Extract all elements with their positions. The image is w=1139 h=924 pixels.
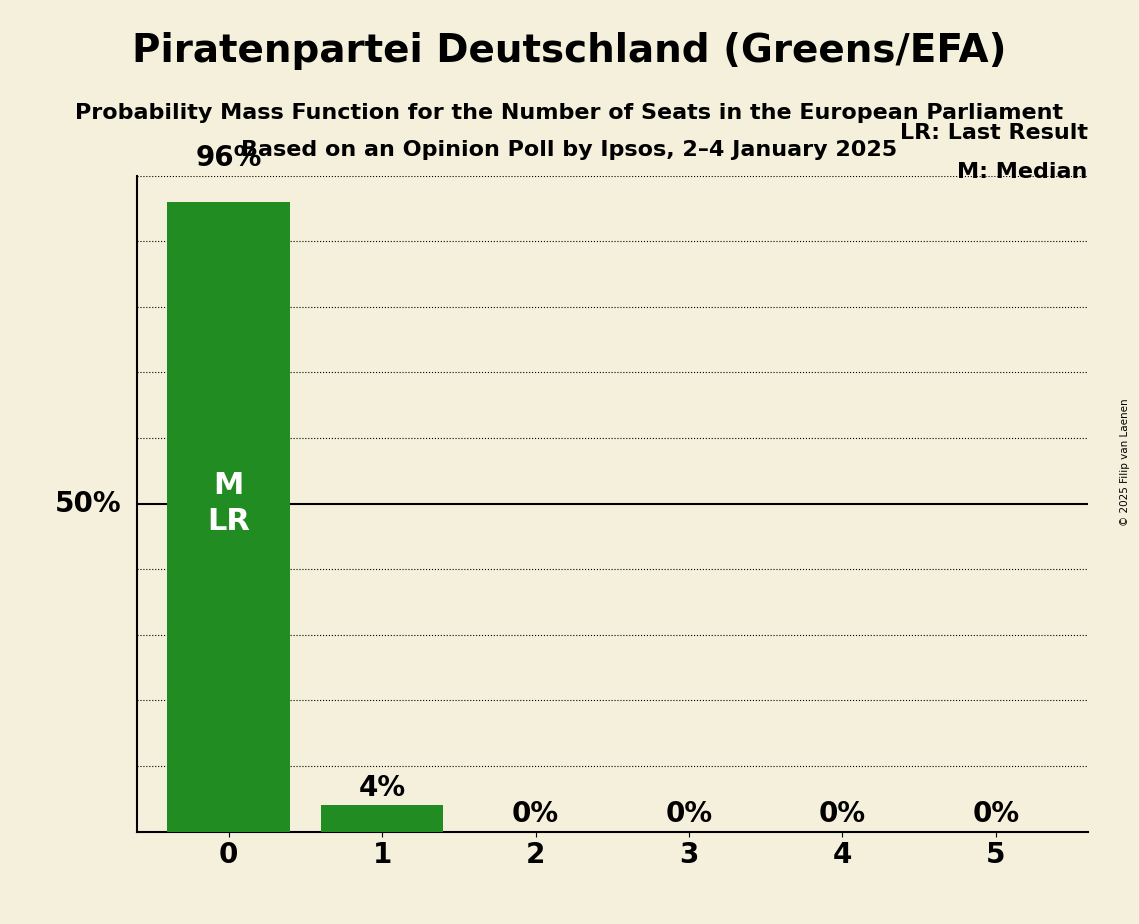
Text: 0%: 0% [511,800,559,828]
Bar [167,201,290,832]
Text: Based on an Opinion Poll by Ipsos, 2–4 January 2025: Based on an Opinion Poll by Ipsos, 2–4 J… [241,140,898,161]
Text: Probability Mass Function for the Number of Seats in the European Parliament: Probability Mass Function for the Number… [75,103,1064,124]
Text: M: Median: M: Median [958,163,1088,182]
Text: 0%: 0% [665,800,713,828]
Text: © 2025 Filip van Laenen: © 2025 Filip van Laenen [1120,398,1130,526]
Text: LR: Last Result: LR: Last Result [900,123,1088,143]
Text: 96%: 96% [196,144,262,172]
Text: M
LR: M LR [207,471,251,536]
Text: Piratenpartei Deutschland (Greens/EFA): Piratenpartei Deutschland (Greens/EFA) [132,32,1007,70]
Text: 0%: 0% [973,800,1019,828]
Text: 50%: 50% [55,490,122,517]
Text: 4%: 4% [359,774,405,802]
Bar [321,806,443,832]
Text: 0%: 0% [819,800,866,828]
